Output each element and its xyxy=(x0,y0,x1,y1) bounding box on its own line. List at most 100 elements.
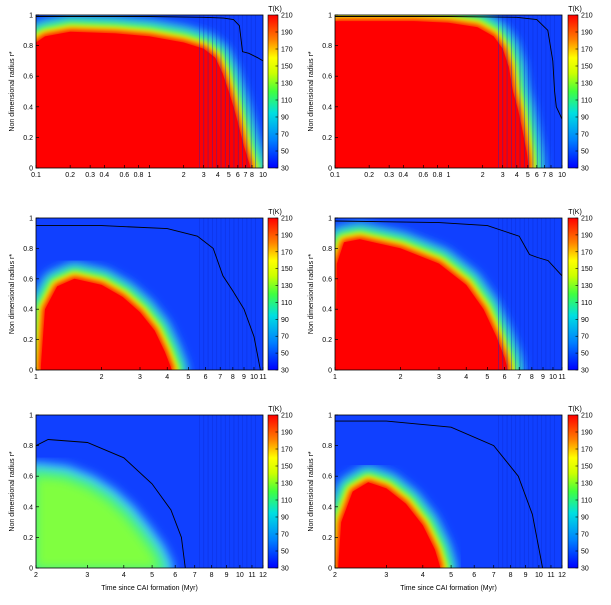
y-axis-label: Non dimensional radius r* xyxy=(308,254,315,334)
x-tick-label: 2 xyxy=(481,172,485,179)
x-tick-label: 7 xyxy=(218,374,222,381)
colorbar-tick-label: 50 xyxy=(281,549,289,556)
y-tick-label: 0.6 xyxy=(322,74,332,81)
hot-core-solid xyxy=(335,21,529,168)
colorbar-label: T(K) xyxy=(268,209,282,216)
x-tick-label: 2 xyxy=(399,374,403,381)
hot-core-solid xyxy=(40,278,172,370)
x-tick-label: 5 xyxy=(150,572,154,579)
colorbar-tick-label: 210 xyxy=(581,13,593,20)
y-tick-label: 0.6 xyxy=(23,74,33,81)
plot-frame xyxy=(35,414,264,569)
x-tick-label: 9 xyxy=(524,572,528,579)
colorbar-tick-label: 210 xyxy=(281,216,293,223)
colorbar-tick-label: 210 xyxy=(581,413,593,420)
x-tick-label: 5 xyxy=(449,572,453,579)
y-tick-label: 0.2 xyxy=(322,135,332,142)
colorbar-tick-label: 90 xyxy=(581,317,589,324)
colorbar xyxy=(267,414,279,569)
x-tick-label: 0.1 xyxy=(31,172,41,179)
x-tick-label: 10 xyxy=(549,374,557,381)
colorbar-tick-label: 110 xyxy=(581,98,592,105)
colorbar-tick-label: 170 xyxy=(581,47,593,54)
colorbar-tick-label: 90 xyxy=(581,515,589,522)
y-tick-label: 0 xyxy=(29,368,33,375)
panel-top-right: 0 0.2 0.4 0.6 0.8 1 0.1 0.2 0.3 0.4 0.6 0.8 1 2 3 4 5 6 7 8… xyxy=(308,6,593,179)
y-tick-label: 1 xyxy=(29,13,33,20)
x-tick-label: 4 xyxy=(122,572,126,579)
colorbar-tick-label: 70 xyxy=(281,532,289,539)
panel-top-left: 0 0.2 0.4 0.6 0.8 1 0.1 0.2 0.3 0.4 0.6 0.8 1 2 3 4 5 6 7 8… xyxy=(9,6,293,179)
x-tick-label: 0.3 xyxy=(384,172,394,179)
x-tick-label: 1 xyxy=(34,374,38,381)
y-tick-label: 0.8 xyxy=(322,43,332,50)
x-tick-label: 6 xyxy=(236,172,240,179)
plot-area xyxy=(335,218,562,370)
colorbar-tick-label: 130 xyxy=(581,81,593,88)
x-tick-label: 3 xyxy=(501,172,505,179)
x-tick-label: 9 xyxy=(541,374,545,381)
contour-line xyxy=(335,16,562,120)
x-tick-label: 0.6 xyxy=(119,172,129,179)
y-tick-label: 0.4 xyxy=(23,307,33,314)
colorbar-tick-label: 70 xyxy=(581,532,589,539)
x-tick-label: 5 xyxy=(485,374,489,381)
y-tick-label: 0.2 xyxy=(322,337,332,344)
x-tick-label: 1 xyxy=(447,172,451,179)
y-tick-label: 1 xyxy=(29,216,33,223)
x-tick-label: 0.6 xyxy=(418,172,428,179)
colorbar-tick-label: 30 xyxy=(281,566,289,573)
plot-area xyxy=(36,218,263,370)
x-tick-label: 9 xyxy=(242,374,246,381)
y-tick-label: 0.4 xyxy=(322,504,332,511)
x-tick-label: 2 xyxy=(333,572,337,579)
y-tick-label: 0.2 xyxy=(23,337,33,344)
x-tick-label: 0.3 xyxy=(85,172,95,179)
x-tick-label: 2 xyxy=(34,572,38,579)
colorbar-tick-label: 190 xyxy=(581,30,593,37)
colorbar-tick-label: 170 xyxy=(281,249,293,256)
colorbar-tick-label: 30 xyxy=(581,166,589,173)
plot-area xyxy=(335,15,562,168)
y-axis-label: Non dimensional radius r* xyxy=(308,451,315,531)
colorbar-tick-label: 90 xyxy=(581,115,589,122)
colorbar-label: T(K) xyxy=(568,209,582,216)
x-tick-label: 8 xyxy=(231,374,235,381)
y-tick-label: 0 xyxy=(328,368,332,375)
colorbar-tick-label: 130 xyxy=(281,283,293,290)
x-tick-label: 5 xyxy=(526,172,530,179)
y-tick-label: 0 xyxy=(29,166,33,173)
x-tick-label: 3 xyxy=(202,172,206,179)
x-axis-label: Time since CAI formation (Myr) xyxy=(101,585,198,592)
colorbar-tick-label: 150 xyxy=(581,464,593,471)
colorbar-tick-label: 130 xyxy=(581,283,593,290)
colorbar-tick-label: 170 xyxy=(281,47,293,54)
hot-core-solid xyxy=(335,239,508,370)
x-tick-label: 7 xyxy=(542,172,546,179)
y-tick-label: 0.4 xyxy=(23,104,33,111)
x-tick-label: 6 xyxy=(535,172,539,179)
colorbar-tick-label: 170 xyxy=(281,447,293,454)
colorbar-tick-label: 190 xyxy=(581,430,593,437)
colorbar-tick-label: 150 xyxy=(281,464,293,471)
y-tick-label: 0.8 xyxy=(322,443,332,450)
colorbar-label: T(K) xyxy=(568,406,582,413)
x-tick-label: 5 xyxy=(227,172,231,179)
colorbar-tick-label: 110 xyxy=(581,300,592,307)
y-tick-label: 0.4 xyxy=(23,504,33,511)
y-tick-label: 0.6 xyxy=(23,276,33,283)
colorbar-tick-label: 150 xyxy=(581,266,593,273)
y-tick-label: 1 xyxy=(328,413,332,420)
plot-frame xyxy=(334,217,563,371)
x-tick-label: 7 xyxy=(492,572,496,579)
y-tick-label: 0.8 xyxy=(23,246,33,253)
colorbar-tick-label: 30 xyxy=(581,368,589,375)
plot-frame xyxy=(334,414,563,569)
x-tick-label: 10 xyxy=(259,172,267,179)
colorbar-tick-label: 130 xyxy=(281,81,293,88)
x-tick-label: 4 xyxy=(165,374,169,381)
